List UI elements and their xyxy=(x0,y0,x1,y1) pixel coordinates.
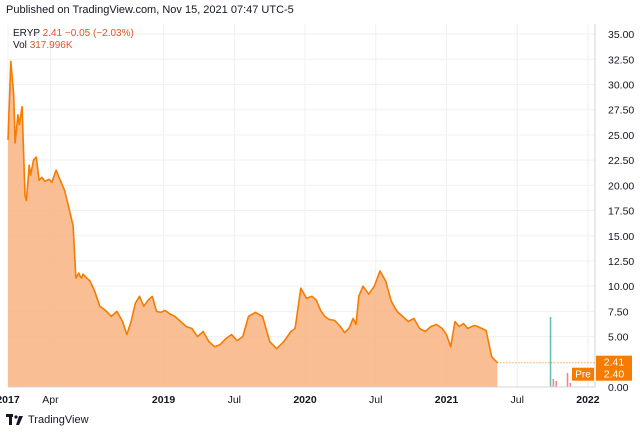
x-tick-label: Jul xyxy=(369,394,382,406)
y-tick-label: 17.50 xyxy=(608,206,634,218)
y-tick-label: 20.00 xyxy=(608,180,634,192)
y-tick-label: 0.00 xyxy=(608,382,629,394)
y-tick-label: 5.00 xyxy=(608,332,629,344)
legend-change: −0.05 (−2.03%) xyxy=(64,28,134,39)
legend-symbol: ERYP xyxy=(13,28,40,39)
price-legend: ERYP 2.41 −0.05 (−2.03%) xyxy=(13,28,134,39)
y-tick-label: 10.00 xyxy=(608,281,634,293)
price-tag-label-bg xyxy=(572,367,594,381)
tradingview-logo-icon xyxy=(6,414,23,425)
y-tick-label: 25.00 xyxy=(608,130,634,142)
price-chart[interactable]: 35.00 32.50 30.00 27.50 25.00 22.50 20.00 17.50… xyxy=(0,20,640,410)
published-caption: Published on TradingView.com, Nov 15, 20… xyxy=(6,4,294,16)
volume-legend: Vol 317.996K xyxy=(13,40,73,51)
x-tick-label: 2019 xyxy=(152,394,176,406)
price-tag-value: 2.41 xyxy=(604,357,625,369)
footer: TradingView xyxy=(6,414,89,426)
x-tick-label: Jul xyxy=(228,394,241,406)
volume-label: Vol xyxy=(13,40,27,51)
price-tag-value: 2.40 xyxy=(604,369,625,381)
area-layer xyxy=(7,60,595,388)
y-tick-label: 12.50 xyxy=(608,256,634,268)
x-tick-label: 2017 xyxy=(0,394,20,406)
y-tick-label: 35.00 xyxy=(608,29,634,41)
x-axis: 2017 Apr 2019 Jul 2020 Jul 2021 Jul 2022 xyxy=(0,386,600,406)
price-tag-bg xyxy=(596,355,632,369)
y-axis: 35.00 32.50 30.00 27.50 25.00 22.50 20.00 17.50… xyxy=(594,24,634,394)
y-tick-label: 15.00 xyxy=(608,231,634,243)
y-tick-label: 7.50 xyxy=(608,306,629,318)
volume-bar xyxy=(552,379,555,387)
price-tag-bg xyxy=(596,367,632,381)
footer-brand: TradingView xyxy=(28,414,89,426)
x-tick-label: Jul xyxy=(510,394,523,406)
volume-bar xyxy=(549,317,552,387)
y-tick-label: 27.50 xyxy=(608,105,634,117)
y-tick-label: 22.50 xyxy=(608,155,634,167)
price-line xyxy=(7,60,498,364)
legend-last: 2.41 xyxy=(42,28,63,39)
x-tick-label: 2021 xyxy=(435,394,459,406)
price-tags: 2.412.40 Pre xyxy=(572,355,632,381)
y-tick-label: 30.00 xyxy=(608,80,634,92)
x-tick-label: Apr xyxy=(42,394,59,406)
volume-bar xyxy=(569,383,572,387)
volume-bar xyxy=(566,373,569,387)
chart-area[interactable]: 35.00 32.50 30.00 27.50 25.00 22.50 20.00 17.50… xyxy=(0,20,640,410)
x-tick-label: 2020 xyxy=(293,394,317,406)
price-tag-label: Pre xyxy=(575,370,591,381)
y-tick-label: 32.50 xyxy=(608,54,634,66)
x-tick-label: 2022 xyxy=(576,394,600,406)
price-area xyxy=(8,61,498,388)
volume-value: 317.996K xyxy=(29,40,73,51)
volume-bar xyxy=(555,381,557,387)
